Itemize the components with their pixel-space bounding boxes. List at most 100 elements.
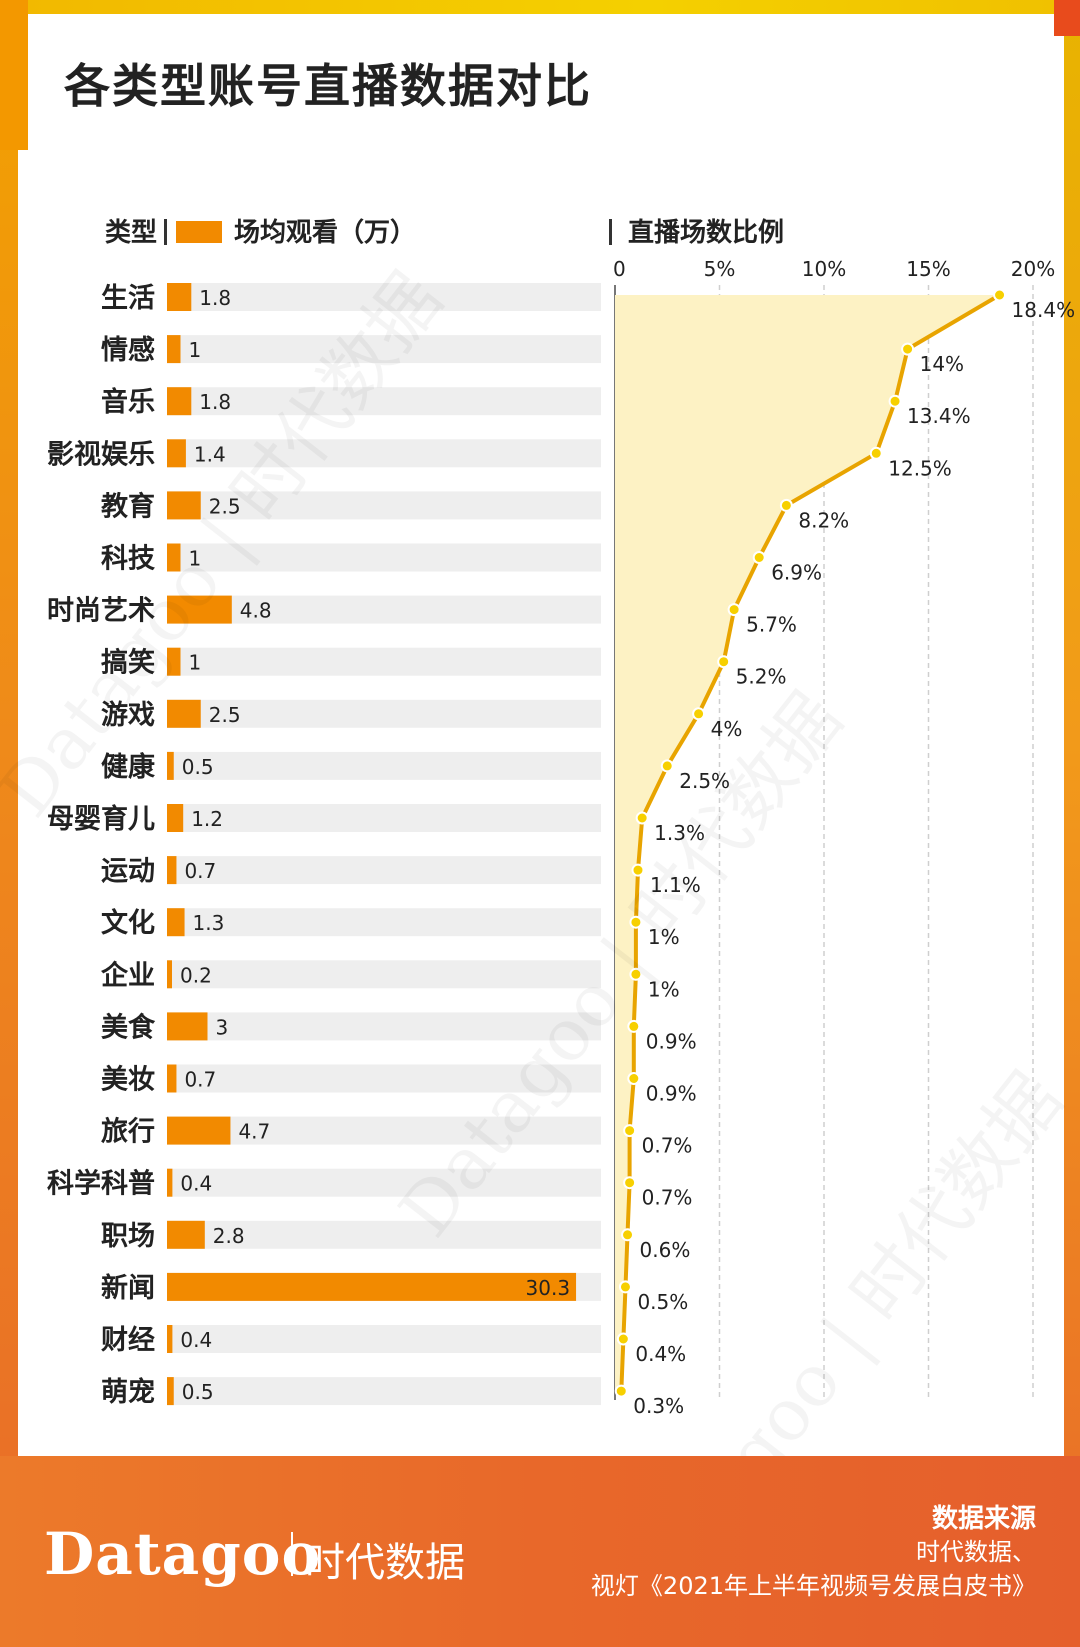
type-header-label: 类型 <box>105 218 157 248</box>
bar <box>167 1272 577 1301</box>
data-point-label: 2.5% <box>679 769 730 793</box>
bar-track <box>167 1116 601 1145</box>
footer-brand-chinese: 时代数据 <box>305 1540 465 1586</box>
bar-value-label: 2.8 <box>213 1224 245 1248</box>
bar-track <box>167 335 601 364</box>
data-point <box>623 1124 637 1138</box>
bar <box>167 908 185 937</box>
bar <box>167 1116 231 1145</box>
x-tick-label: 20% <box>1011 257 1055 281</box>
category-label: 萌宠 <box>101 1376 155 1408</box>
data-point-label: 1.3% <box>654 821 705 845</box>
data-point-label: 5.2% <box>736 665 787 689</box>
category-label: 旅行 <box>101 1116 155 1148</box>
source-line-2: 视灯《2021年上半年视频号发展白皮书》 <box>590 1572 1036 1600</box>
data-point <box>993 288 1007 302</box>
bar <box>167 1220 205 1249</box>
data-point <box>888 394 902 408</box>
data-point <box>614 1384 628 1398</box>
data-point <box>627 1072 641 1085</box>
data-point <box>629 967 643 981</box>
bar-track <box>167 439 601 468</box>
bar-legend-swatch <box>176 221 222 243</box>
bar <box>167 335 181 364</box>
header-divider <box>164 219 167 245</box>
bar-track <box>167 1220 601 1249</box>
right-accent-bar <box>1054 0 1080 36</box>
bar <box>167 1012 208 1041</box>
category-label: 职场 <box>101 1221 155 1252</box>
data-point-label: 1.1% <box>650 873 701 897</box>
bar-track <box>167 1325 601 1353</box>
left-border <box>0 0 18 1647</box>
bar-value-label: 0.4 <box>180 1172 212 1196</box>
bar-track <box>167 283 601 311</box>
bar-value-label: 0.2 <box>180 963 212 987</box>
category-label: 音乐 <box>101 386 155 418</box>
bar <box>167 1168 173 1197</box>
data-point-label: 1% <box>648 925 680 949</box>
bar-value-label: 1.3 <box>193 911 225 935</box>
data-point <box>623 1176 637 1190</box>
data-point-label: 1% <box>648 977 680 1001</box>
bar-value-label: 3 <box>216 1015 229 1039</box>
bar-track <box>167 1012 601 1041</box>
bar-value-label: 1.8 <box>199 286 231 310</box>
category-label: 企业 <box>101 959 155 991</box>
bar-value-label: 1.4 <box>194 442 226 466</box>
data-point <box>779 498 793 512</box>
right-border <box>1064 0 1080 1647</box>
data-point-label: 0.9% <box>646 1082 697 1106</box>
bar <box>167 804 184 832</box>
bar <box>167 387 192 416</box>
bar-value-label: 1 <box>189 651 202 675</box>
bar-track <box>167 1064 601 1093</box>
x-tick-label: 15% <box>906 257 950 281</box>
bar-legend-label: 场均观看（万） <box>234 218 416 248</box>
bar-value-label: 0.7 <box>184 1068 216 1092</box>
bar <box>167 1377 174 1406</box>
data-point <box>869 446 883 460</box>
bar-value-label: 1.8 <box>199 390 231 414</box>
bar-value-label: 0.4 <box>180 1328 212 1352</box>
data-point-label: 5.7% <box>746 613 797 637</box>
bar-value-label: 2.5 <box>209 703 241 727</box>
category-label: 时尚艺术 <box>47 596 155 627</box>
content-card <box>28 20 1052 1456</box>
data-point <box>692 707 706 721</box>
bar-track <box>167 960 601 989</box>
bar-value-label: 30.3 <box>526 1276 571 1300</box>
category-label: 美食 <box>101 1011 156 1043</box>
bar <box>167 595 232 624</box>
bar-track <box>167 595 601 624</box>
data-point <box>631 863 645 877</box>
left-accent-bar <box>0 0 28 150</box>
series-line <box>619 293 1001 1392</box>
bar <box>167 439 186 468</box>
bar-track <box>167 699 601 728</box>
bar-value-label: 0.5 <box>182 1380 214 1404</box>
data-point-label: 0.9% <box>646 1029 697 1053</box>
data-point <box>901 342 915 356</box>
data-point <box>616 1332 630 1346</box>
data-point-label: 8.2% <box>798 508 849 532</box>
bar <box>167 960 172 989</box>
data-point-label: 0.6% <box>640 1238 691 1262</box>
source-line-1: 时代数据、 <box>916 1538 1036 1566</box>
bar <box>167 491 201 520</box>
area-fill <box>615 295 1000 1392</box>
bar <box>167 543 181 572</box>
bar-value-label: 4.8 <box>240 599 272 623</box>
category-label: 生活 <box>101 283 155 314</box>
data-point-label: 6.9% <box>771 561 822 585</box>
footer <box>0 1456 1080 1647</box>
bar-track <box>167 1168 601 1197</box>
line-legend-label: 直播场数比例 <box>628 218 784 248</box>
bar <box>167 283 192 311</box>
category-label: 影视娱乐 <box>47 439 155 470</box>
data-point-label: 0.7% <box>642 1134 693 1158</box>
data-point-label: 0.3% <box>633 1394 684 1418</box>
bar-value-label: 1 <box>189 547 202 571</box>
